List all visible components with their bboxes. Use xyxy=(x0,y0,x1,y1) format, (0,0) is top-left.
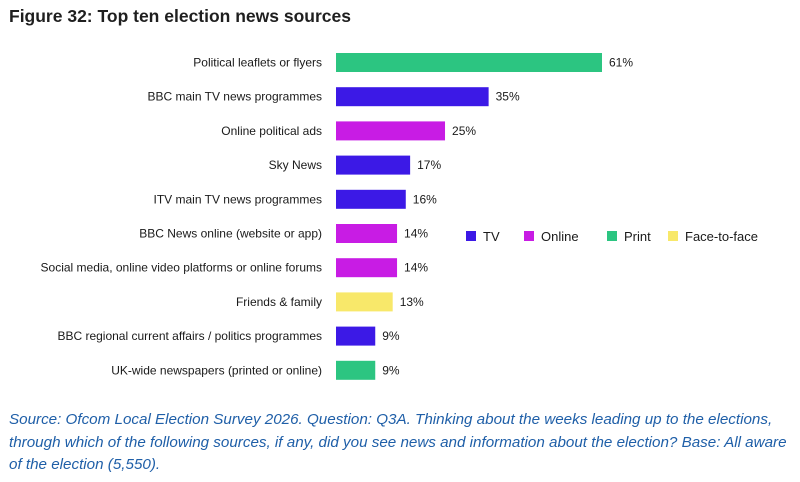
value-label-sky-news: 17% xyxy=(417,158,441,172)
legend-label-online: Online xyxy=(541,229,579,244)
bar-social-media-online-video-platforms-or-online-forums xyxy=(336,258,398,278)
value-label-itv-main-tv-news-programmes: 16% xyxy=(413,192,437,206)
value-label-bbc-news-online-website-or-app: 14% xyxy=(404,227,428,241)
bar-bbc-news-online-website-or-app xyxy=(336,224,398,243)
source-note: Source: Ofcom Local Election Survey 2026… xyxy=(9,411,787,473)
category-label-uk-wide-newspapers-printed-or-online: UK-wide newspapers (printed or online) xyxy=(111,363,322,377)
bar-itv-main-tv-news-programmes xyxy=(336,189,406,209)
legend: TV Online Print Face-to-face xyxy=(466,229,758,244)
value-label-online-political-ads: 25% xyxy=(452,124,476,138)
value-label-social-media-online-video-platforms-or-online-forums: 14% xyxy=(404,261,428,275)
category-label-social-media-online-video-platforms-or-online-forums: Social media, online video platforms or … xyxy=(41,261,322,275)
bar-chart: Political leaflets or flyers 61% BBC main … xyxy=(41,53,758,380)
value-label-uk-wide-newspapers-printed-or-online: 9% xyxy=(382,363,400,377)
legend-swatch-tv xyxy=(466,231,476,241)
legend-label-face-to-face: Face-to-face xyxy=(685,229,758,244)
legend-swatch-print xyxy=(607,231,617,241)
value-label-bbc-regional-current-affairs-politics-programmes: 9% xyxy=(382,329,400,343)
bar-bbc-regional-current-affairs-politics-programmes xyxy=(336,326,376,346)
bar-uk-wide-newspapers-printed-or-online xyxy=(336,360,376,380)
bar-political-leaflets-or-flyers xyxy=(336,53,602,72)
category-label-political-leaflets-or-flyers: Political leaflets or flyers xyxy=(193,56,322,70)
value-label-bbc-main-tv-news-programmes: 35% xyxy=(496,90,520,104)
legend-swatch-online xyxy=(524,231,534,241)
legend-label-print: Print xyxy=(624,229,651,244)
category-label-itv-main-tv-news-programmes: ITV main TV news programmes xyxy=(154,192,323,206)
bars-group: Political leaflets or flyers 61% BBC main … xyxy=(41,53,633,380)
category-label-bbc-regional-current-affairs-politics-programmes: BBC regional current affairs / politics … xyxy=(57,329,322,343)
bar-sky-news xyxy=(336,155,411,175)
category-label-friends-family: Friends & family xyxy=(236,295,322,309)
category-label-online-political-ads: Online political ads xyxy=(221,124,322,138)
value-label-political-leaflets-or-flyers: 61% xyxy=(609,56,633,70)
category-label-bbc-main-tv-news-programmes: BBC main TV news programmes xyxy=(147,90,322,104)
category-label-sky-news: Sky News xyxy=(269,158,322,172)
bar-friends-family xyxy=(336,292,393,312)
bar-online-political-ads xyxy=(336,121,446,141)
legend-label-tv: TV xyxy=(483,229,500,244)
bar-bbc-main-tv-news-programmes xyxy=(336,87,489,107)
category-label-bbc-news-online-website-or-app: BBC News online (website or app) xyxy=(139,227,322,241)
chart-title: Figure 32: Top ten election news sources xyxy=(9,6,351,26)
value-label-friends-family: 13% xyxy=(400,295,424,309)
legend-swatch-face-to-face xyxy=(668,231,678,241)
